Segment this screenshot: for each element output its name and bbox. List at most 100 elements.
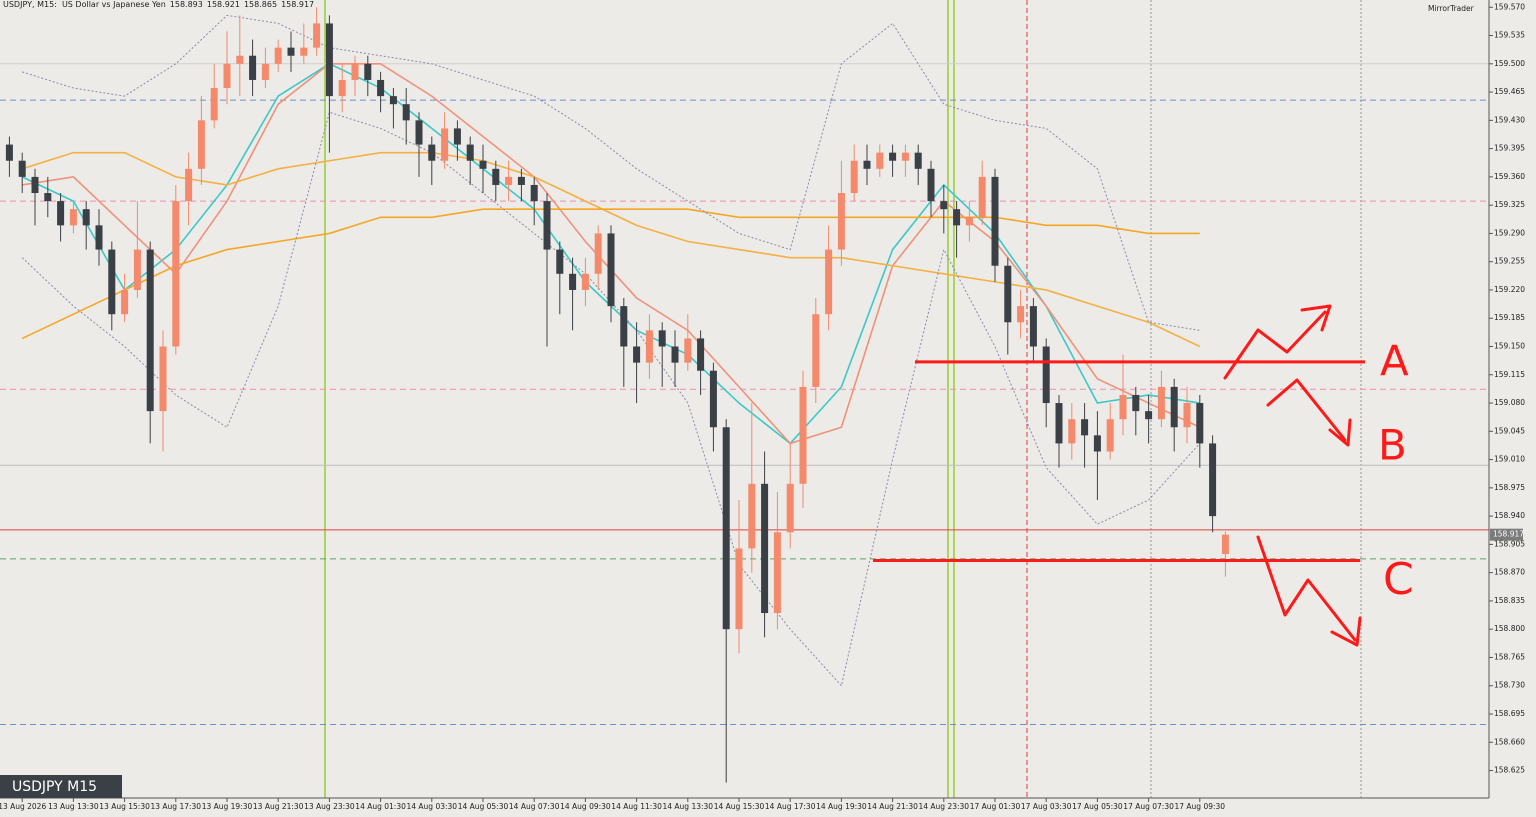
candle-body: [351, 63, 359, 80]
candle-body: [492, 168, 500, 185]
candle-body: [82, 209, 90, 226]
candle-body: [863, 160, 871, 169]
candle-body: [402, 104, 410, 121]
candle-body: [825, 249, 833, 315]
candle-body: [530, 184, 538, 202]
candle-body: [274, 47, 282, 64]
candle-body: [1029, 306, 1037, 347]
y-tick-label: 159.290: [1494, 228, 1525, 237]
candle-body: [965, 217, 973, 226]
candle-body: [1093, 435, 1101, 452]
ohlc-close: 158.917: [281, 0, 315, 9]
candle-body: [889, 152, 897, 161]
candle-body: [837, 193, 845, 250]
x-tick-label: 17 Aug 03:30: [1021, 802, 1072, 811]
candle-body: [210, 88, 218, 121]
candle-body: [850, 160, 858, 194]
arrow-c: [1256, 535, 1362, 647]
ohlc-open: 158.893: [169, 0, 203, 9]
candle-body: [1145, 411, 1153, 420]
x-tick-label: 13 Aug 17:30: [151, 802, 202, 811]
y-tick-label: 159.360: [1494, 172, 1525, 181]
indicator-line: [21, 208, 1200, 340]
candle-body: [5, 144, 13, 161]
candle-body: [645, 330, 653, 363]
annotation: B: [1378, 421, 1407, 470]
y-tick-label: 159.395: [1494, 144, 1525, 153]
candle-body: [876, 152, 884, 169]
candle-body: [556, 249, 564, 274]
candle-body: [1055, 403, 1063, 444]
candle-body: [261, 63, 269, 80]
candle-body: [684, 338, 692, 363]
x-tick-label: 17 Aug 09:30: [1175, 802, 1226, 811]
candle-body: [901, 152, 909, 161]
chart-label-box: [0, 775, 122, 798]
candle-body: [325, 23, 333, 97]
y-tick-label: 159.220: [1494, 285, 1525, 294]
x-tick-label: 17 Aug 07:30: [1123, 802, 1174, 811]
candle-body: [249, 55, 257, 80]
x-tick-label: 14 Aug 01:30: [355, 802, 406, 811]
candle-body: [1209, 443, 1217, 517]
x-tick-label: 14 Aug 03:30: [407, 802, 458, 811]
x-tick-label: 13 Aug 2026: [0, 802, 46, 811]
annotation: A: [1380, 337, 1409, 386]
header: USDJPY, M15: US Dollar vs Japanese Yen 1…: [3, 0, 314, 9]
y-tick-label: 159.010: [1494, 455, 1525, 464]
arrow-b: [1266, 378, 1352, 447]
candle-body: [223, 63, 231, 89]
candle-body: [671, 346, 679, 363]
candle-body: [569, 273, 577, 290]
candle-body: [1081, 419, 1089, 436]
y-tick-label: 159.150: [1494, 342, 1525, 351]
candle-body: [69, 209, 77, 226]
arrow-a: [1223, 304, 1332, 380]
candle-body: [364, 63, 372, 80]
candle-body: [773, 532, 781, 614]
candle-body: [1119, 394, 1127, 420]
x-tick-label: 17 Aug 01:30: [970, 802, 1021, 811]
x-tick-label: 14 Aug 13:30: [663, 802, 714, 811]
candle-body: [735, 548, 743, 630]
candle-body: [236, 55, 244, 64]
candle-body: [1196, 403, 1204, 444]
candle-body: [812, 314, 820, 387]
price-tag-label: 158.917: [1493, 530, 1524, 539]
x-tick-label: 13 Aug 15:30: [99, 802, 150, 811]
candle-body: [1132, 394, 1140, 412]
y-tick-label: 159.535: [1494, 31, 1525, 40]
x-tick-label: 13 Aug 23:30: [304, 802, 355, 811]
y-tick-label: 159.325: [1494, 200, 1525, 209]
candle-body: [927, 168, 935, 202]
y-tick-label: 159.465: [1494, 87, 1525, 96]
candle-body: [594, 233, 602, 274]
candle-body: [799, 386, 807, 484]
indicator-line: [21, 151, 1201, 348]
candle-body: [1017, 306, 1025, 323]
annotation: C: [1383, 554, 1414, 605]
candle-body: [607, 233, 615, 307]
candle-body: [697, 338, 705, 371]
candle-body: [185, 168, 193, 202]
y-tick-label: 158.800: [1494, 624, 1525, 633]
candle-body: [415, 120, 423, 145]
candle-body: [159, 346, 167, 412]
candle-body: [133, 249, 141, 290]
candle-body: [1221, 534, 1229, 555]
y-tick-label: 159.500: [1494, 59, 1525, 68]
symbol-title: USDJPY, M15: US Dollar vs Japanese Yen: [3, 0, 166, 9]
x-tick-label: 14 Aug 09:30: [560, 802, 611, 811]
y-tick-label: 158.835: [1494, 596, 1525, 605]
y-tick-label: 158.695: [1494, 709, 1525, 718]
x-tick-label: 13 Aug 21:30: [253, 802, 304, 811]
candle-body: [786, 483, 794, 533]
candle-body: [1157, 386, 1165, 420]
candle-body: [620, 306, 628, 347]
candle-body: [761, 483, 769, 614]
candle-body: [581, 273, 589, 290]
candle-body: [377, 79, 385, 97]
plot-background: [0, 0, 1489, 798]
